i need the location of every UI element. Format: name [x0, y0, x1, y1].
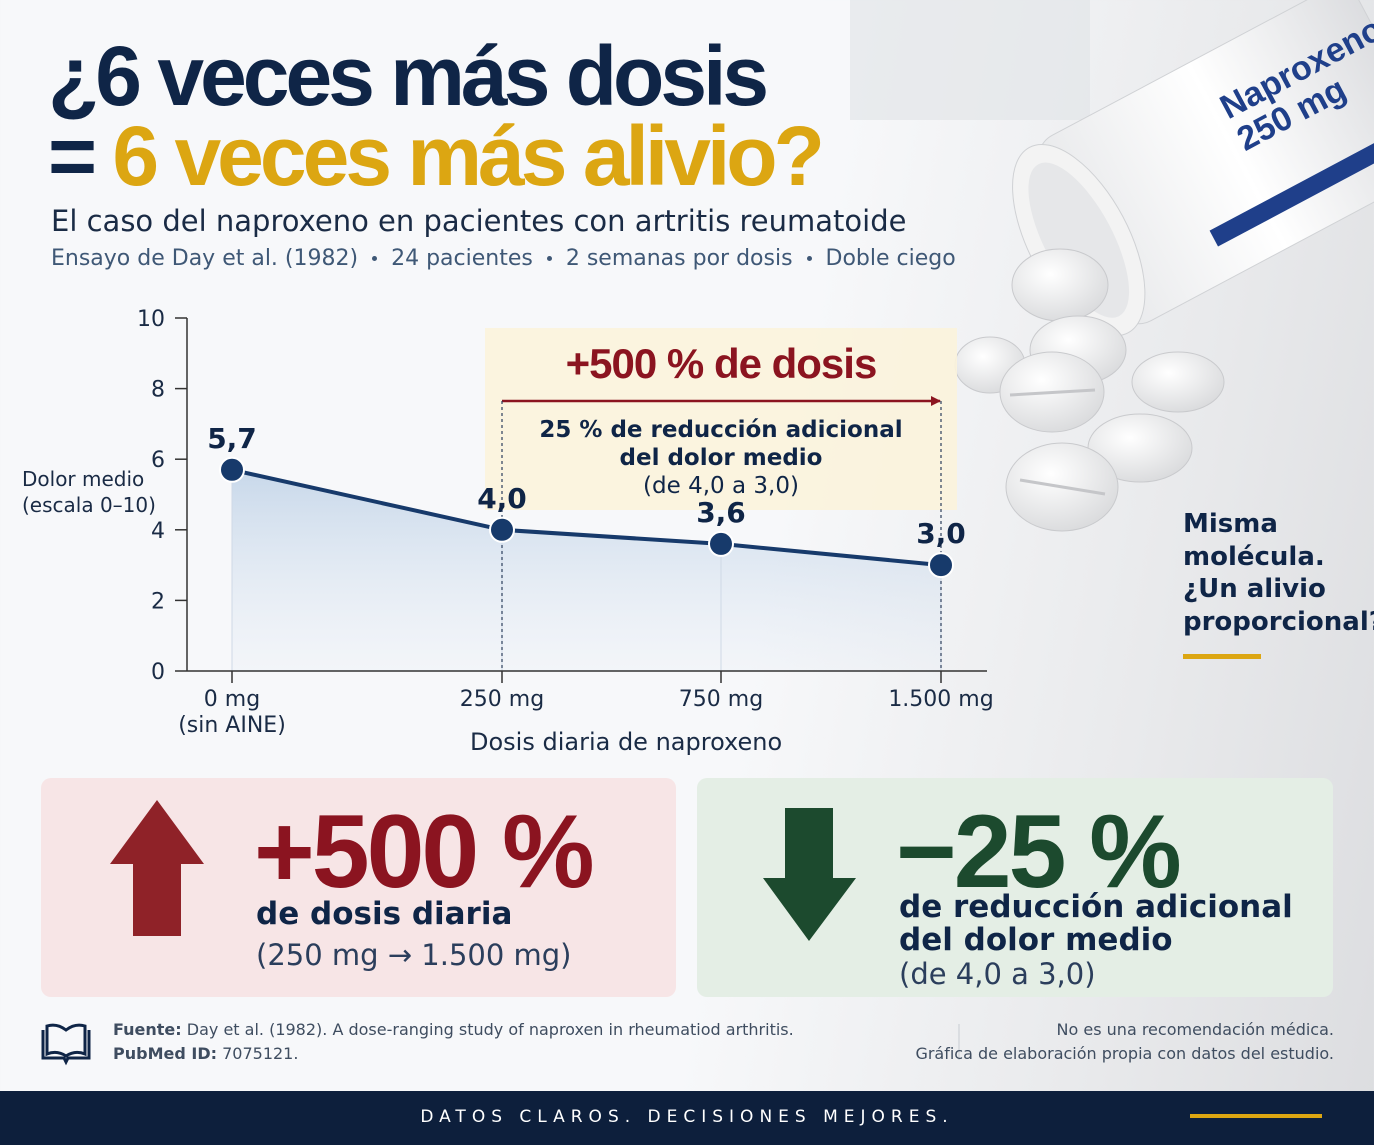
book-icon: [41, 1023, 91, 1066]
y-axis-label: Dolor medio (escala 0–10): [22, 467, 156, 517]
title-line: ¿6 veces más dosis: [48, 29, 769, 123]
card-big: +500 %: [254, 794, 595, 910]
annotation-note: (de 4,0 a 3,0): [643, 473, 799, 499]
data-point: [928, 552, 954, 579]
value-label: 3,6: [696, 496, 746, 529]
card-bg: [697, 778, 1333, 997]
bottom-bar: DATOS CLAROS. DECISIONES MEJORES.: [0, 1091, 1374, 1145]
side-note: Misma molécula. ¿Un alivio proporcional?: [1183, 509, 1374, 637]
x-tick-label: 1.500 mg: [888, 687, 994, 712]
disclaimer: No es una recomendación médica.: [1056, 1020, 1334, 1039]
pubmed-label: PubMed ID:: [113, 1044, 217, 1063]
x-tick-label: 250 mg: [459, 687, 545, 712]
separator: [372, 256, 378, 261]
accent-line: [1190, 1114, 1322, 1118]
pubmed: 7075121.: [222, 1044, 299, 1063]
data-point: [708, 530, 734, 557]
line: [231, 467, 942, 568]
title-highlight: 6 veces más alivio?: [112, 109, 825, 203]
chart: 0 2 4 6 8 10 5,7 4,0 3,6 3,0: [137, 307, 987, 685]
footer-source: Fuente: Day et al. (1982). A dose-rangin…: [113, 1018, 794, 1066]
card-text: de dosis diaria: [256, 896, 513, 932]
title-equals: =: [48, 109, 97, 203]
footer-notes: No es una recomendación médica. Gráfica …: [915, 1018, 1334, 1066]
card-bg: [41, 778, 676, 997]
meta-item: Ensayo de Day et al. (1982): [51, 246, 359, 271]
x-tick-label: 0 mg (sin AINE): [178, 687, 286, 739]
glass: [850, 0, 1090, 120]
card-big: −25 %: [896, 794, 1182, 910]
tagline: DATOS CLAROS. DECISIONES MEJORES.: [420, 1107, 954, 1127]
meta-item: 2 semanas por dosis: [565, 246, 793, 271]
data-point: [489, 516, 515, 543]
source: Day et al. (1982). A dose-ranging study …: [186, 1020, 794, 1039]
up-arrow: [110, 800, 204, 936]
separator: [806, 256, 812, 261]
annotation-text: 25 % de reducción adicional del dolor me…: [539, 417, 903, 471]
credit: Gráfica de elaboración propia con datos …: [915, 1044, 1334, 1063]
x-tick-label: 750 mg: [678, 687, 764, 712]
card-note: (de 4,0 a 3,0): [899, 957, 1096, 991]
down-arrow: [763, 808, 856, 941]
meta-item: 24 pacientes: [391, 246, 533, 271]
subtitle: El caso del naproxeno en pacientes con a…: [51, 204, 907, 238]
y-tick-label: 2: [151, 589, 165, 614]
annotation-title: +500 % de dosis: [565, 340, 878, 387]
value-label: 5,7: [207, 422, 257, 455]
y-tick-label: 0: [151, 660, 165, 685]
source-label: Fuente:: [113, 1020, 182, 1039]
y-tick-label: 6: [151, 448, 165, 473]
card-text: de reducción adicional del dolor medio: [899, 889, 1293, 958]
annotation-box: [485, 328, 957, 510]
card-note: (250 mg → 1.500 mg): [256, 938, 572, 972]
meta-row: Ensayo de Day et al. (1982) 24 pacientes 2…: [51, 246, 956, 271]
y-tick-label: 8: [151, 378, 165, 403]
value-label: 3,0: [916, 517, 966, 550]
y-tick-label: 10: [137, 307, 165, 332]
meta-item: Doble ciego: [825, 246, 956, 271]
accent-line: [1183, 654, 1261, 659]
separator: [546, 256, 552, 261]
y-tick-label: 4: [151, 519, 165, 544]
x-axis-label: Dosis diaria de naproxeno: [470, 728, 783, 756]
area: [232, 469, 941, 671]
data-point: [219, 456, 245, 483]
title-line: = 6 veces más alivio?: [48, 114, 825, 198]
bottle: [1012, 0, 1374, 337]
value-label: 4,0: [477, 482, 527, 515]
pills: [954, 248, 1225, 532]
